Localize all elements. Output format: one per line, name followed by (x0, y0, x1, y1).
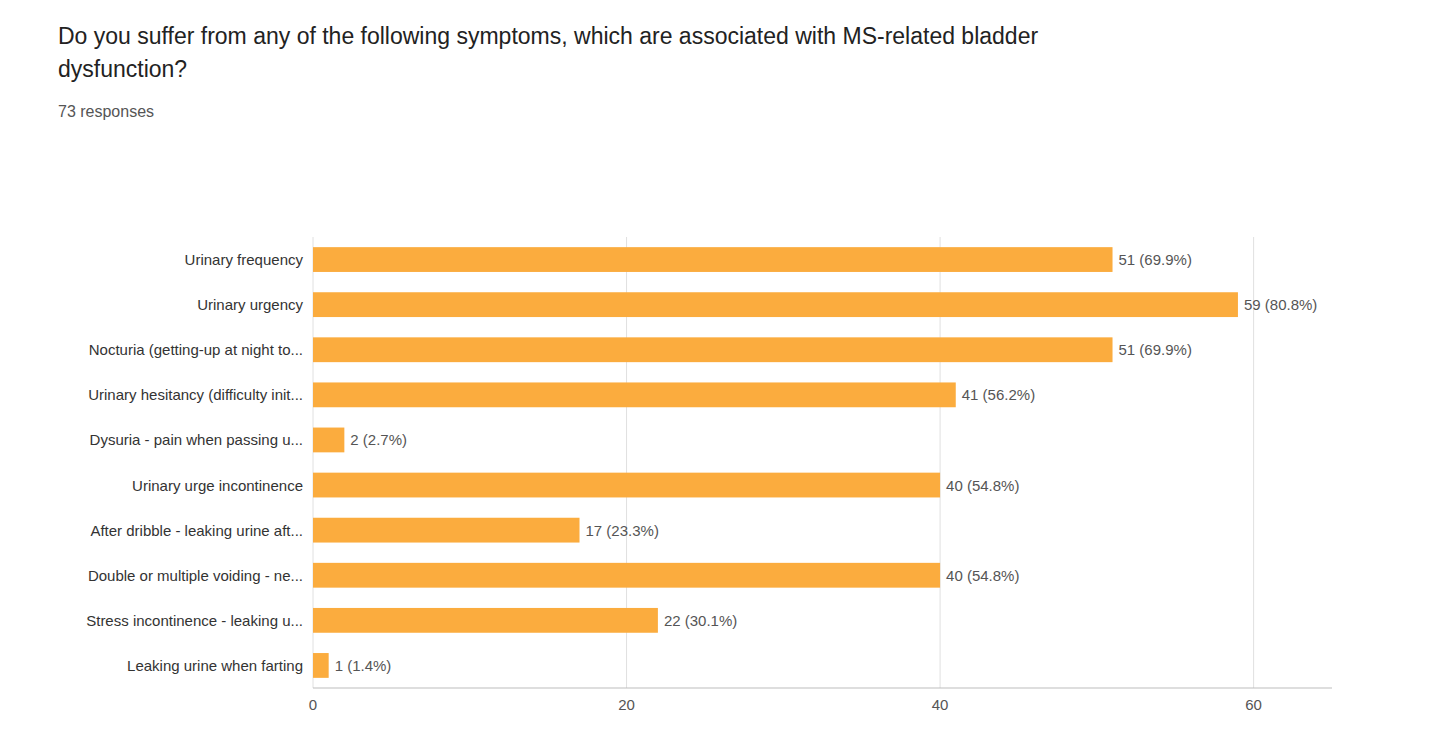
data-label: 40 (54.8%) (946, 477, 1019, 494)
grid (313, 237, 1254, 688)
x-tick-label: 0 (309, 696, 317, 713)
y-ticks: Leaking urine when farting Stress inconti… (86, 251, 303, 674)
bar (313, 382, 956, 407)
x-tick-label: 60 (1245, 696, 1262, 713)
category-label: Double or multiple voiding - ne... (88, 567, 303, 584)
background (0, 0, 1456, 740)
subtitle: 73 responses (58, 103, 154, 120)
bar (313, 608, 658, 633)
bar (313, 247, 1113, 272)
bar (313, 563, 940, 588)
data-label: 51 (69.9%) (1119, 251, 1192, 268)
data-label: 1 (1.4%) (335, 657, 392, 674)
data-label: 22 (30.1%) (664, 612, 737, 629)
bar (313, 292, 1238, 317)
category-label: Stress incontinence - leaking u... (86, 612, 303, 629)
data-label: 51 (69.9%) (1119, 341, 1192, 358)
category-label: Urinary frequency (185, 251, 304, 268)
bars (313, 247, 1238, 678)
category-label: Leaking urine when farting (127, 657, 303, 674)
bar (313, 518, 580, 543)
x-tick-label: 40 (932, 696, 949, 713)
category-label: Urinary urgency (197, 296, 303, 313)
x-axis-line (313, 688, 1332, 689)
data-label: 17 (23.3%) (586, 522, 659, 539)
data-label: 59 (80.8%) (1244, 296, 1317, 313)
data-label: 41 (56.2%) (962, 386, 1035, 403)
data-labels: 1 (1.4%) 22 (30.1%) 40 (54.8%) 17 (23.3%) 40… (335, 251, 1318, 674)
data-label: 40 (54.8%) (946, 567, 1019, 584)
x-ticks: 0 20 40 60 (309, 696, 1262, 713)
title: Do you suffer from any of the following … (58, 23, 1038, 82)
category-label: Nocturia (getting-up at night to... (89, 341, 303, 358)
bar (313, 337, 1113, 362)
category-label: After dribble - leaking urine aft... (90, 522, 303, 539)
category-label: Urinary hesitancy (difficulty init... (88, 386, 303, 403)
bar (313, 428, 344, 453)
bar (313, 653, 329, 678)
category-label: Dysuria - pain when passing u... (90, 431, 303, 448)
category-label: Urinary urge incontinence (132, 477, 303, 494)
data-label: 2 (2.7%) (350, 431, 407, 448)
bar (313, 473, 940, 498)
chart: Do you suffer from any of the following … (0, 0, 1456, 740)
x-tick-label: 20 (618, 696, 635, 713)
